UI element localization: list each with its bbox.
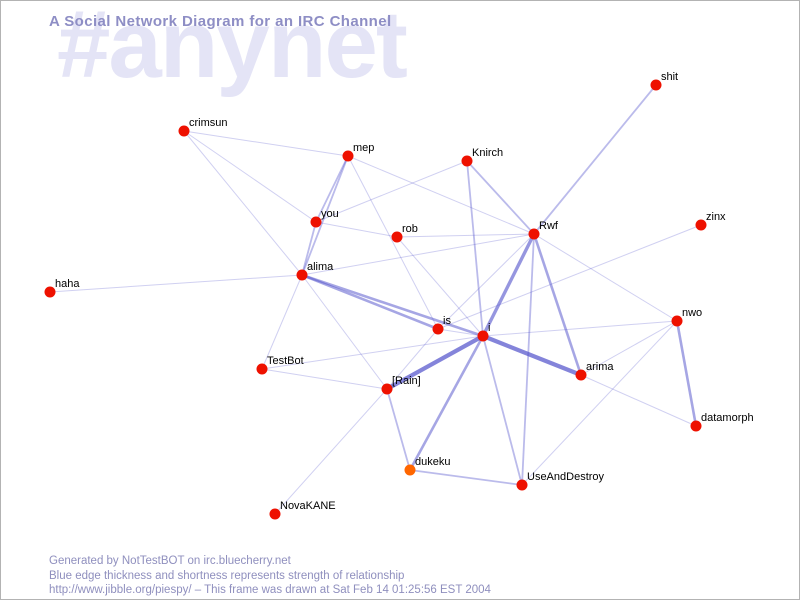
node-label-dukeku: dukeku bbox=[415, 456, 450, 468]
edge-you-alima bbox=[301, 221, 317, 276]
edge-i-testbot bbox=[261, 335, 484, 370]
edge-alima-i bbox=[301, 273, 484, 338]
edge-crimsun-you bbox=[183, 130, 317, 223]
node-label-zinx: zinx bbox=[706, 211, 726, 223]
node-label-useanddestroy: UseAndDestroy bbox=[527, 471, 605, 483]
node-label-rob: rob bbox=[402, 223, 418, 235]
edge-rwf-nwo bbox=[533, 233, 678, 322]
node-arima bbox=[575, 369, 587, 381]
edge-alima-rain bbox=[301, 274, 388, 390]
page-title: A Social Network Diagram for an IRC Chan… bbox=[49, 13, 392, 30]
edge-mep-is bbox=[347, 155, 439, 330]
node-rwf bbox=[528, 228, 540, 240]
edge-zinx-is bbox=[437, 224, 702, 330]
edge-rob-i bbox=[396, 236, 484, 337]
node-label-you: you bbox=[321, 208, 339, 220]
edge-mep-rwf bbox=[347, 155, 535, 235]
edge-nwo-datamorph bbox=[675, 320, 698, 427]
footer: Generated by NotTestBOT on irc.bluecherr… bbox=[49, 554, 491, 598]
footer-url-timestamp: http://www.jibble.org/piespy/ – This fra… bbox=[49, 584, 491, 596]
node-label-haha: haha bbox=[55, 278, 80, 290]
node-label-alima: alima bbox=[307, 261, 334, 273]
edge-is-i bbox=[437, 328, 484, 337]
node-label-arima: arima bbox=[586, 361, 614, 373]
node-mep bbox=[342, 150, 354, 162]
node-label-knirch: Knirch bbox=[472, 147, 503, 159]
edge-you-rob bbox=[315, 221, 398, 238]
edge-i-arima bbox=[482, 334, 582, 377]
node-you bbox=[310, 216, 322, 228]
footer-legend: Blue edge thickness and shortness repres… bbox=[49, 569, 405, 582]
edge-knirch-i bbox=[466, 160, 484, 337]
edge-rwf-i bbox=[481, 233, 536, 337]
node-knirch bbox=[461, 155, 473, 167]
edge-testbot-rain bbox=[261, 368, 388, 390]
edge-mep-alima bbox=[301, 155, 349, 276]
node-shit bbox=[650, 79, 662, 91]
node-testbot bbox=[256, 363, 268, 375]
node-label-testbot: TestBot bbox=[267, 355, 304, 367]
edge-dukeku-useanddestroy bbox=[409, 469, 523, 486]
edge-rwf-is bbox=[437, 233, 535, 330]
node-label-rain: [Rain] bbox=[392, 375, 421, 387]
node-label-shit: shit bbox=[661, 71, 678, 83]
edge-useanddestroy-nwo bbox=[521, 320, 678, 486]
node-label-is: is bbox=[443, 315, 451, 327]
edge-nwo-arima bbox=[580, 320, 678, 376]
node-datamorph bbox=[690, 420, 702, 432]
edge-shit-rwf bbox=[533, 84, 657, 235]
node-zinx bbox=[695, 219, 707, 231]
edge-i-rain bbox=[385, 334, 485, 391]
node-label-novakane: NovaKANE bbox=[280, 500, 336, 512]
edge-knirch-rwf bbox=[466, 160, 535, 235]
edge-alima-testbot bbox=[261, 274, 303, 370]
node-is bbox=[432, 323, 444, 335]
node-label-mep: mep bbox=[353, 142, 374, 154]
node-nwo bbox=[671, 315, 683, 327]
channel-watermark: #anynet bbox=[57, 0, 408, 98]
node-alima bbox=[296, 269, 308, 281]
edge-rwf-arima bbox=[532, 233, 583, 376]
edge-is-rain bbox=[386, 328, 439, 390]
edge-alima-rwf bbox=[301, 233, 535, 276]
node-haha bbox=[44, 286, 56, 298]
node-rob bbox=[391, 231, 403, 243]
edge-crimsun-mep bbox=[183, 130, 349, 157]
edge-mep-you bbox=[315, 155, 349, 223]
node-label-crimsun: crimsun bbox=[189, 117, 228, 129]
edge-arima-datamorph bbox=[580, 374, 697, 427]
footer-generated-by: Generated by NotTestBOT on irc.bluecherr… bbox=[49, 555, 291, 567]
node-novakane bbox=[269, 508, 281, 520]
node-useanddestroy bbox=[516, 479, 528, 491]
node-label-nwo: nwo bbox=[682, 307, 702, 319]
edge-haha-alima bbox=[49, 274, 303, 293]
node-label-rwf: Rwf bbox=[539, 220, 559, 232]
edge-knirch-you bbox=[315, 160, 468, 223]
edge-rain-novakane bbox=[274, 388, 388, 515]
node-i bbox=[477, 330, 489, 342]
edge-crimsun-alima bbox=[183, 130, 303, 276]
edge-i-dukeku bbox=[408, 335, 485, 471]
edge-rob-rwf bbox=[396, 233, 535, 238]
node-dukeku bbox=[404, 464, 416, 476]
edge-rwf-useanddestroy bbox=[521, 233, 535, 486]
edge-i-nwo bbox=[482, 320, 678, 337]
node-label-datamorph: datamorph bbox=[701, 412, 754, 424]
edge-rain-dukeku bbox=[386, 388, 411, 471]
node-label-i: i bbox=[488, 322, 490, 334]
node-crimsun bbox=[178, 125, 190, 137]
node-rain bbox=[381, 383, 393, 395]
edge-i-useanddestroy bbox=[482, 335, 523, 486]
